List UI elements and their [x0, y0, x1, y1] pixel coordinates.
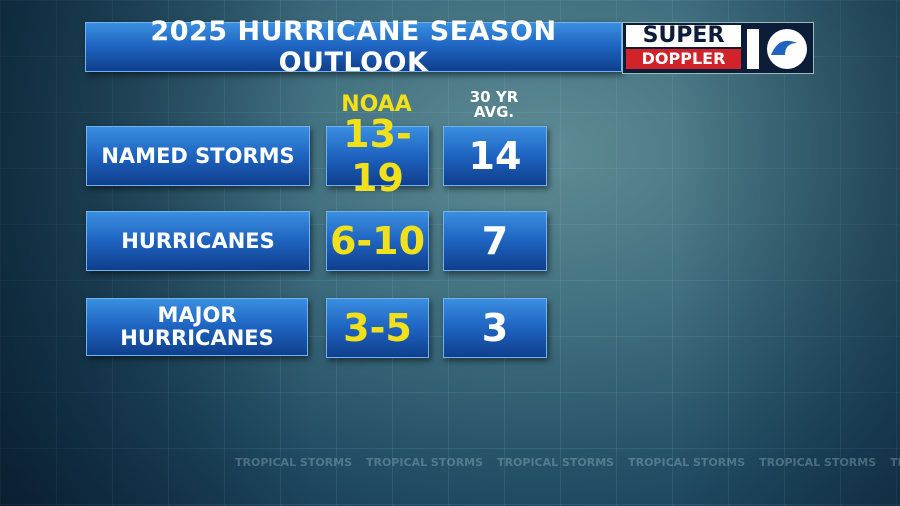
row-label: HURRICANES: [86, 211, 310, 271]
logo: SUPER DOPPLER: [622, 22, 814, 74]
average-value: 14: [443, 126, 547, 186]
noaa-value: 13-19: [326, 112, 429, 200]
watermark-text: TROPICAL STORMS: [890, 456, 900, 469]
noaa-value: 3-5: [326, 298, 429, 358]
row-label: NAMED STORMS: [86, 126, 310, 186]
watermark-row: TROPICAL STORMS TROPICAL STORMS TROPICAL S…: [235, 456, 900, 469]
watermark-text: TROPICAL STORMS: [497, 456, 615, 469]
average-value: 3: [443, 298, 547, 358]
column-header: NOAA: [341, 92, 412, 117]
column-header: 30 YR AVG.: [469, 88, 519, 121]
noaa-value: 6-10: [326, 211, 429, 271]
row-label: MAJOR HURRICANES: [86, 298, 308, 356]
watermark-text: TROPICAL STORMS: [759, 456, 877, 469]
logo-top: SUPER: [626, 25, 741, 47]
logo-mark: [747, 29, 807, 69]
title-bar: 2025 HURRICANE SEASON OUTLOOK: [85, 16, 622, 78]
watermark-text: TROPICAL STORMS: [235, 456, 353, 469]
average-value: 7: [443, 211, 547, 271]
logo-bottom: DOPPLER: [626, 49, 741, 69]
watermark-text: TROPICAL STORMS: [628, 456, 746, 469]
watermark-text: TROPICAL STORMS: [366, 456, 484, 469]
